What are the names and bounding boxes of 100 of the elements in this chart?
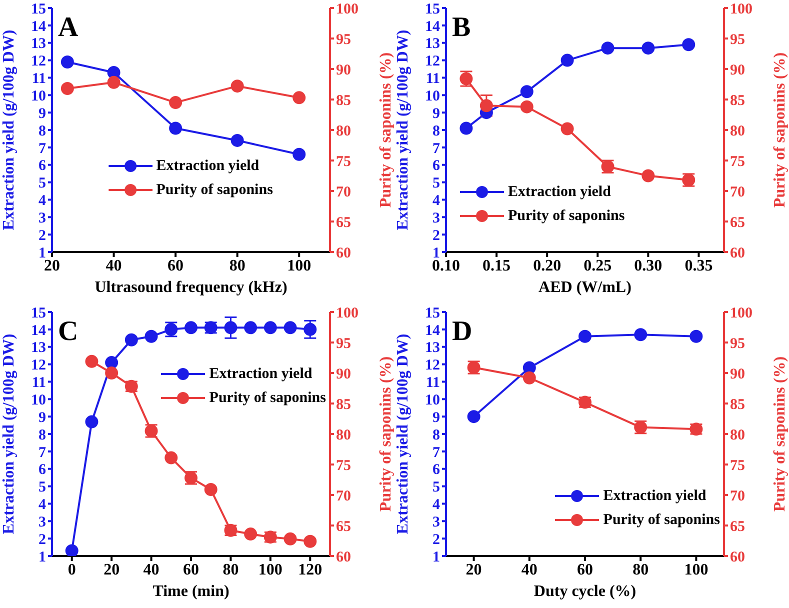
x-tick-label: 100	[258, 561, 282, 578]
y-tick-label: 12	[425, 54, 440, 70]
x-tick-label: 0.15	[482, 257, 511, 274]
y2-tick-label: 85	[730, 396, 745, 413]
x-tick-label: 20	[466, 561, 482, 578]
y-tick-label: 9	[432, 106, 440, 122]
y-tick-label: 10	[31, 392, 46, 408]
y-tick-label: 2	[38, 228, 46, 244]
y-axis-title: Extraction yield (g/100g DW)	[0, 30, 18, 230]
point	[642, 42, 655, 55]
x-axis-title: Ultrasound frequency (kHz)	[94, 279, 288, 296]
y-tick-label: 14	[31, 322, 46, 339]
point	[467, 410, 480, 424]
point	[284, 321, 297, 334]
x-tick-label: 60	[168, 257, 184, 274]
legend-label: Purity of saponins	[156, 182, 273, 199]
y2-tick-label: 70	[730, 184, 745, 200]
y-tick-label: 15	[425, 305, 440, 322]
y2-tick-label: 80	[336, 123, 351, 140]
y2-tick-label: 80	[730, 123, 745, 140]
x-tick-label: 0	[68, 561, 76, 578]
y2-tick-label: 100	[730, 1, 752, 18]
y-tick-label: 8	[432, 427, 440, 444]
y-tick-label: 12	[31, 54, 46, 70]
y-tick-label: 5	[432, 480, 440, 496]
y-tick-label: 8	[38, 123, 46, 140]
y2-tick-label: 70	[336, 184, 351, 200]
y2-tick-label: 95	[730, 32, 745, 48]
legend-label: Purity of saponins	[508, 208, 625, 224]
point	[304, 322, 317, 336]
y2-tick-label: 90	[730, 366, 745, 382]
y-tick-label: 11	[426, 375, 440, 392]
y-tick-label: 6	[432, 462, 440, 478]
x-tick-label: 20	[44, 257, 60, 274]
y2-tick-label: 85	[336, 92, 351, 109]
y-tick-label: 7	[38, 444, 46, 461]
y-tick-label: 4	[432, 193, 440, 210]
y-axis-title: Extraction yield (g/100g DW)	[0, 334, 18, 534]
y-tick-label: 6	[432, 158, 440, 174]
x-tick-label: 0.20	[533, 257, 562, 274]
x-tick-label: 80	[222, 561, 239, 578]
point	[105, 366, 118, 380]
y-tick-label: 11	[32, 375, 46, 392]
legend-label: Purity of saponins	[209, 390, 326, 406]
x-tick-label: 40	[521, 561, 538, 578]
x-tick-label: 40	[106, 257, 122, 274]
y2-tick-label: 60	[730, 549, 745, 566]
point	[144, 330, 158, 343]
legend-label: Extraction yield	[209, 366, 312, 382]
y2-tick-label: 95	[336, 32, 351, 48]
y-tick-label: 2	[38, 532, 46, 548]
point	[682, 38, 696, 52]
y-axis-title: Extraction yield (g/100g DW)	[394, 334, 412, 534]
point	[292, 148, 306, 161]
y-tick-label: 7	[432, 140, 440, 157]
x-tick-label: 60	[183, 561, 199, 578]
y-tick-label: 5	[432, 176, 440, 192]
y-tick-label: 10	[425, 392, 440, 408]
point	[65, 544, 78, 556]
annotation: A	[58, 12, 78, 44]
y-tick-label: 8	[38, 427, 46, 444]
y-tick-label: 14	[425, 322, 440, 339]
y-tick-label: 4	[432, 497, 440, 514]
point	[244, 528, 258, 541]
point	[169, 96, 182, 110]
x-axis-title: Duty cycle (%)	[534, 583, 636, 600]
y-tick-label: 15	[425, 1, 440, 18]
y-tick-label: 9	[38, 106, 46, 122]
x-tick-label: 0.30	[634, 257, 662, 274]
point	[60, 82, 74, 96]
y-tick-label: 15	[31, 1, 46, 18]
annotation: C	[58, 316, 78, 348]
y-tick-label: 9	[38, 410, 46, 426]
point	[578, 330, 592, 343]
y2-tick-label: 75	[730, 458, 745, 474]
y-tick-label: 1	[38, 245, 46, 262]
y-tick-label: 13	[31, 36, 46, 52]
y2-tick-label: 65	[730, 518, 745, 535]
x-tick-label: 100	[684, 561, 708, 578]
y-tick-label: 11	[426, 71, 440, 88]
y2-tick-label: 70	[730, 488, 745, 504]
y2-tick-label: 85	[336, 396, 351, 413]
y-tick-label: 6	[38, 462, 46, 478]
point	[560, 122, 574, 136]
y2-tick-label: 60	[336, 549, 351, 566]
y-tick-label: 2	[432, 532, 440, 548]
y-tick-label: 4	[38, 193, 46, 210]
y2-tick-label: 80	[730, 427, 745, 444]
point	[169, 122, 182, 135]
y2-tick-label: 60	[336, 245, 351, 262]
point	[244, 321, 258, 334]
y2-tick-label: 100	[336, 1, 358, 18]
point	[184, 321, 198, 334]
legend-label: Extraction yield	[603, 488, 706, 504]
y-tick-label: 3	[432, 514, 440, 530]
point	[642, 169, 655, 182]
y2-tick-label: 75	[336, 458, 351, 474]
y-tick-label: 13	[425, 340, 440, 356]
y2-axis-title: Purity of saponins (%)	[772, 356, 788, 512]
point	[520, 85, 534, 98]
